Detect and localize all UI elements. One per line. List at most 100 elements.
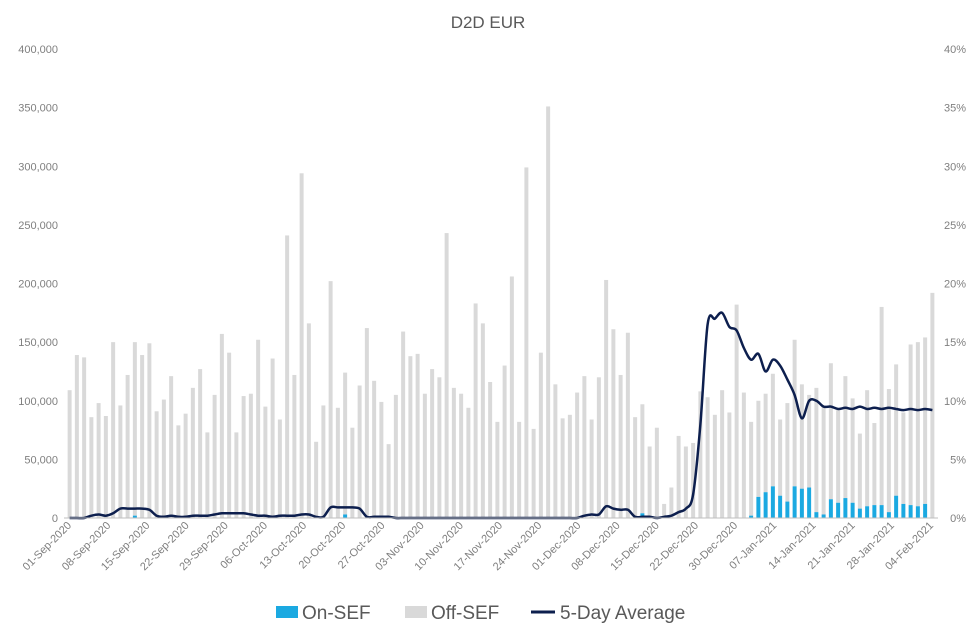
chart-title: D2D EUR <box>451 13 526 32</box>
y2-tick-label: 35% <box>944 103 966 115</box>
off-sef-bar <box>502 365 507 518</box>
off-sef-bar <box>756 400 761 497</box>
off-sef-bar <box>727 412 732 518</box>
off-sef-bar <box>473 303 478 518</box>
off-sef-bar <box>190 387 195 518</box>
y-tick-label: 50,000 <box>24 454 58 466</box>
off-sef-bar <box>654 427 659 518</box>
off-sef-bar <box>538 352 543 518</box>
y2-tick-label: 25% <box>944 220 966 232</box>
off-sef-bar <box>625 332 630 518</box>
y2-tick-label: 15% <box>944 337 966 349</box>
y-tick-label: 200,000 <box>18 279 58 291</box>
off-sef-bar <box>328 281 333 518</box>
off-sef-bar <box>161 399 166 518</box>
legend-swatch-off-sef <box>405 606 427 618</box>
off-sef-bar <box>872 423 877 506</box>
legend-label-on-sef: On-SEF <box>302 603 371 624</box>
on-sef-bar <box>763 492 768 518</box>
off-sef-bar <box>314 441 319 518</box>
off-sef-bar <box>430 369 435 518</box>
off-sef-bar <box>517 421 522 518</box>
on-sef-bar <box>814 512 819 518</box>
off-sef-bar <box>618 374 623 518</box>
on-sef-bar <box>879 505 884 518</box>
on-sef-bar <box>749 515 754 518</box>
off-sef-bar <box>343 372 348 515</box>
off-sef-bar <box>82 357 87 518</box>
off-sef-bar <box>227 352 232 518</box>
on-sef-bar <box>792 486 797 518</box>
y2-tick-label: 5% <box>950 454 966 466</box>
off-sef-bar <box>604 279 609 518</box>
off-sef-bar <box>292 374 297 518</box>
off-sef-bar <box>582 376 587 518</box>
off-sef-bar <box>669 487 674 518</box>
off-sef-bar <box>662 503 667 518</box>
off-sef-bar <box>705 397 710 518</box>
on-sef-bar <box>865 506 870 518</box>
on-sef-bar <box>778 495 783 518</box>
on-sef-bar <box>843 498 848 518</box>
off-sef-bar <box>531 428 536 518</box>
legend-label-five-day-average: 5-Day Average <box>560 603 685 624</box>
off-sef-bar <box>321 405 326 518</box>
off-sef-bar <box>285 235 290 519</box>
off-sef-bar <box>234 432 239 518</box>
off-sef-bar <box>205 432 210 518</box>
off-sef-bar <box>611 329 616 518</box>
off-sef-bar <box>183 413 188 518</box>
off-sef-bar <box>451 387 456 518</box>
off-sef-bar <box>828 363 833 500</box>
off-sef-bar <box>415 353 420 518</box>
off-sef-bar <box>154 411 159 518</box>
off-sef-bar <box>103 415 108 518</box>
off-sef-bar <box>770 373 775 487</box>
y2-tick-label: 40% <box>944 44 966 56</box>
off-sef-bar <box>335 407 340 518</box>
off-sef-bar <box>553 384 558 518</box>
off-sef-bar <box>908 344 913 506</box>
on-sef-bar <box>785 501 790 518</box>
off-sef-bar <box>357 385 362 518</box>
off-sef-bar <box>886 389 891 513</box>
off-sef-bar <box>96 403 101 518</box>
off-sef-bar <box>720 390 725 518</box>
off-sef-bar <box>712 414 717 518</box>
on-sef-bar <box>894 495 899 518</box>
off-sef-bar <box>879 306 884 506</box>
off-sef-bar <box>422 393 427 518</box>
off-sef-bar <box>140 355 145 518</box>
on-sef-bars <box>132 486 928 518</box>
off-sef-bar <box>118 405 123 518</box>
off-sef-bar <box>589 419 594 518</box>
off-sef-bar <box>277 419 282 518</box>
off-sef-bar <box>836 410 841 503</box>
off-sef-bar <box>386 444 391 518</box>
y-axis-right: 0% 5% 10% 15% 20% 25% 30% 35% 40% <box>944 44 966 525</box>
off-sef-bar <box>843 376 848 499</box>
off-sef-bar <box>509 276 514 518</box>
on-sef-bar <box>923 503 928 518</box>
off-sef-bar <box>401 331 406 518</box>
off-sef-bar <box>633 417 638 518</box>
off-sef-bar <box>480 323 485 518</box>
on-sef-bar <box>901 503 906 518</box>
on-sef-bar <box>857 508 862 518</box>
y-tick-label: 0 <box>52 513 58 525</box>
off-sef-bar <box>67 390 72 518</box>
off-sef-bar <box>198 369 203 518</box>
off-sef-bar <box>459 393 464 518</box>
off-sef-bar <box>176 425 181 518</box>
off-sef-bar <box>698 391 703 518</box>
x-axis: 01-Sep-202008-Sep-202015-Sep-202022-Sep-… <box>21 520 936 573</box>
off-sef-bars <box>67 106 935 519</box>
legend: On-SEF Off-SEF 5-Day Average <box>276 603 685 624</box>
y-axis-left: 0 50,000 100,000 150,000 200,000 250,000 300,0… <box>18 44 58 525</box>
on-sef-bar <box>132 515 137 518</box>
y-tick-label: 400,000 <box>18 44 58 56</box>
off-sef-bar <box>299 173 304 518</box>
on-sef-bar <box>799 488 804 518</box>
y2-tick-label: 0% <box>950 513 966 525</box>
off-sef-bar <box>241 396 246 518</box>
